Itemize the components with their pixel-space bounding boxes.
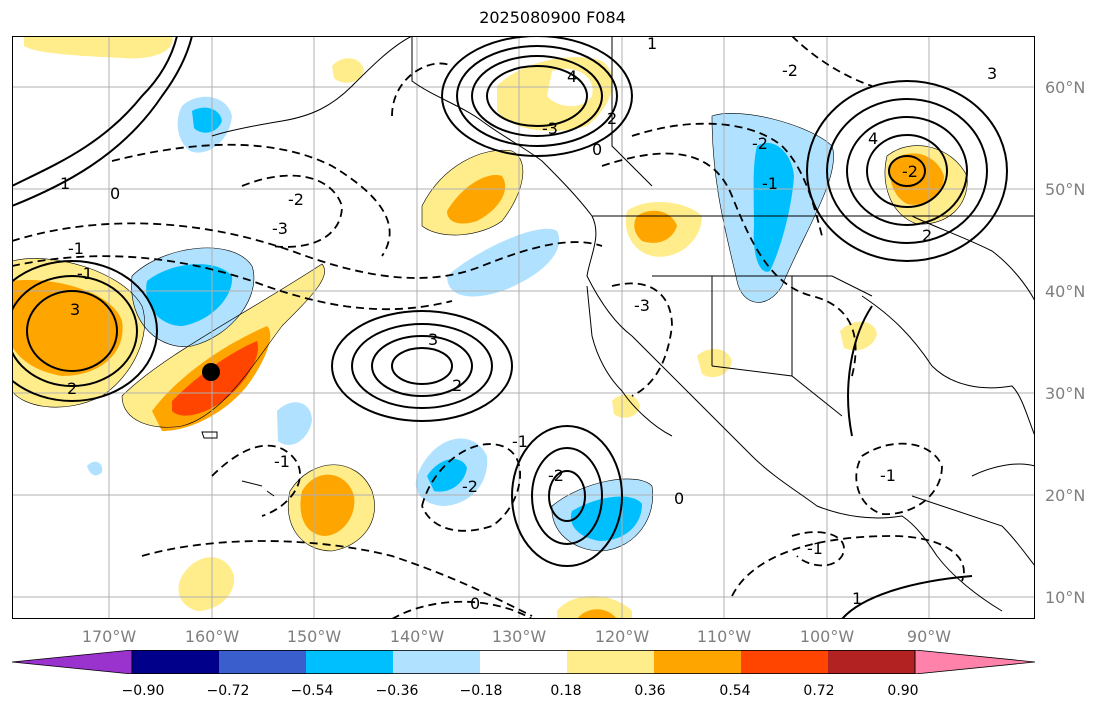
contour-label: 3 (70, 300, 81, 319)
colorbar-cell (567, 650, 654, 674)
contour-label: 4 (567, 67, 578, 86)
lat-label-20n: 20°N (1045, 486, 1086, 505)
contour-label: 1 (852, 589, 863, 608)
colorbar-cell (219, 650, 306, 674)
lon-label-160w: 160°W (184, 627, 240, 646)
lat-label-40n: 40°N (1045, 282, 1086, 301)
colorbar-extend-low (12, 650, 133, 674)
lon-label-120w: 120°W (594, 627, 650, 646)
lon-label-170w: 170°W (81, 627, 137, 646)
colorbar-cell (654, 650, 741, 674)
lat-label-30n: 30°N (1045, 384, 1086, 403)
lon-label-140w: 140°W (389, 627, 445, 646)
lon-label-100w: 100°W (799, 627, 855, 646)
contour-label: -3 (542, 119, 558, 138)
colorbar (12, 650, 1035, 674)
map-panel: 3 2 1 0 -1 -2 -3 3 2 4 -3 -2 -1 -2 -1 -3… (12, 36, 1035, 619)
contour-label: -3 (634, 296, 650, 315)
positive-contours (12, 36, 1008, 619)
colorbar-tick: −0.72 (206, 683, 250, 699)
anomaly-outlines (12, 113, 968, 552)
contour-label: -2 (782, 61, 798, 80)
contour-label: 0 (110, 184, 121, 203)
contour-label: 0 (674, 489, 685, 508)
colorbar-cell (480, 650, 567, 674)
contour-label: 2 (452, 376, 463, 395)
colorbar-tick: 0.54 (719, 683, 751, 699)
contour-label: 3 (428, 330, 439, 349)
contour-label: -2 (288, 190, 304, 209)
lon-label-110w: 110°W (696, 627, 752, 646)
storm-center-marker (202, 363, 220, 381)
lat-label-60n: 60°N (1045, 78, 1086, 97)
colorbar-tick: −0.36 (375, 683, 419, 699)
contour-label: 2 (922, 226, 933, 245)
colorbar-tick: 0.36 (634, 683, 666, 699)
colorbar-tick: 0.72 (803, 683, 835, 699)
colorbar-cell (828, 650, 915, 674)
colorbar-cell (393, 650, 480, 674)
lat-label-50n: 50°N (1045, 180, 1086, 199)
lon-label-90w: 90°W (906, 627, 952, 646)
contour-label: -3 (272, 219, 288, 238)
contour-label: -1 (274, 452, 290, 471)
colorbar-frame (131, 650, 916, 674)
contour-label: -2 (752, 134, 768, 153)
colorbar-extend-high (914, 650, 1035, 674)
colorbar-tick: −0.90 (121, 683, 165, 699)
contour-label: -2 (902, 162, 918, 181)
colorbar-tick: 0.18 (550, 683, 582, 699)
contour-label: -2 (462, 477, 478, 496)
negative-contours (12, 36, 965, 619)
colorbar-tick: 0.90 (887, 683, 919, 699)
contour-label: -1 (512, 432, 528, 451)
lat-lon-grid (12, 36, 1035, 619)
contour-label: -1 (762, 174, 778, 193)
colorbar-cell (132, 650, 219, 674)
lat-label-10n: 10°N (1045, 588, 1086, 607)
map-title: 2025080900 F084 (479, 8, 626, 27)
contour-label: 1 (647, 34, 658, 53)
contour-label: -1 (68, 239, 84, 258)
contour-label: 1 (60, 174, 71, 193)
lon-label-130w: 130°W (491, 627, 547, 646)
contour-label: -1 (880, 466, 896, 485)
contour-label: -2 (548, 466, 564, 485)
colorbar-tick: −0.54 (290, 683, 334, 699)
contour-label: 0 (470, 594, 481, 613)
contour-label: 3 (987, 64, 998, 83)
colorbar-cell (741, 650, 828, 674)
contour-label: -1 (77, 264, 93, 283)
colorbar-cell (306, 650, 393, 674)
contour-label: 4 (868, 129, 879, 148)
colorbar-tick: −0.18 (459, 683, 503, 699)
coastlines (201, 36, 1035, 612)
contour-label: 0 (592, 140, 603, 159)
contour-label: 2 (67, 379, 78, 398)
lon-label-150w: 150°W (286, 627, 342, 646)
contour-label: 2 (607, 109, 618, 128)
negative-anomaly-shading (87, 96, 834, 551)
contour-label: -1 (807, 539, 823, 558)
forecast-map (12, 36, 1035, 619)
